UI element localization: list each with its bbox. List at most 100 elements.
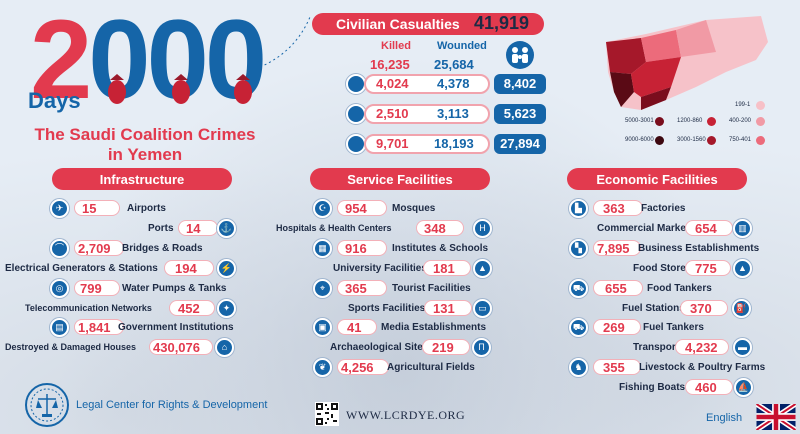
value-bar [164,260,214,276]
casualty-row-children [364,134,490,154]
value-bar [422,339,470,355]
generator-icon: ⚡ [217,259,236,278]
item-value: 219 [432,340,454,355]
organization-name: Legal Center for Rights & Development [76,399,268,411]
stadium-icon: ▭ [473,299,492,318]
children-total: 27,894 [494,134,546,154]
item-value: 365 [345,281,367,296]
value-bar [337,359,389,375]
bus-icon: ▬ [733,338,752,357]
item-label: Fuel Tankers [643,322,704,333]
list-item: ▙ 363 Factories [569,199,754,218]
days-label: Days [28,88,81,113]
value-bar [593,200,643,216]
item-value: 7,895 [597,241,630,256]
livestock-icon: ♞ [569,358,588,377]
bomb-icon [234,74,252,104]
list-item: Fuel Stations 370 ⛽ [622,299,757,318]
item-value: 194 [175,261,197,276]
list-item: ⛟ 269 Fuel Tankers [569,318,754,337]
item-value: 15 [82,201,97,216]
value-bar [337,240,387,256]
item-value: 954 [345,201,367,216]
item-value: 131 [433,301,455,316]
item-value: 2,709 [78,241,111,256]
value-bar [337,280,387,296]
men-wounded: 4,378 [437,76,470,91]
hospital-icon: H [473,219,492,238]
women-wounded: 3,113 [437,106,469,121]
value-bar [593,240,641,256]
legend-item: 3000-1560 [677,137,706,143]
item-value: 269 [603,320,625,335]
house-icon: ⌂ [215,338,234,357]
child-icon [346,134,366,154]
value-bar [685,379,733,395]
bomb-icon [108,74,126,104]
item-value: 430,076 [153,340,200,355]
fuel-station-icon: ⛽ [732,299,751,318]
item-label: Business Establishments [638,243,760,254]
item-value: 181 [433,261,455,276]
list-item: ▦ 916 Institutes & Schools [313,239,493,258]
legend-item: 199-1 [735,102,751,108]
list-item: Electrical Generators & Stations 194 ⚡ [5,259,240,278]
item-label: Destroyed & Damaged Houses [5,342,137,352]
website-link[interactable]: WWW.LCRDYE.ORG [346,408,466,422]
value-bar [74,200,120,216]
value-bar [74,319,124,335]
value-bar [685,260,731,276]
uk-flag-icon[interactable] [756,404,796,430]
casualties-total: 41,919 [474,13,530,33]
legend-item: 400-200 [729,118,752,124]
list-item: Sports Facilities 131 ▭ [348,299,493,318]
list-item: Hospitals & Health Centers 348 H [276,219,492,238]
item-value: 916 [345,241,367,256]
archaeological-site-icon: Π [472,338,491,357]
list-item: Food Stores 775 ▲ [633,259,757,278]
bridge-icon: ⌒ [50,239,69,258]
women-total: 5,623 [494,104,546,124]
factory-icon: ▙ [569,199,588,218]
list-item: ⌒ 2,709 Bridges & Roads [50,239,240,258]
legend-swatch [756,101,765,110]
list-item: ▣ 41 Media Establishments [313,318,493,337]
mosque-icon: ☪ [313,199,332,218]
list-item: ▚ 7,895 Business Establishments [569,239,759,258]
item-label: Bridges & Roads [122,243,203,254]
wounded-total: 25,684 [434,57,474,72]
item-value: 1,841 [78,320,111,335]
children-wounded: 18,193 [434,136,474,151]
item-label: Hospitals & Health Centers [276,223,392,233]
page-subtitle: The Saudi Coalition Crimes in Yemen [20,125,270,165]
language-label[interactable]: English [706,412,743,424]
item-label: Tourist Facilities [392,283,471,294]
men-total: 8,402 [494,74,546,94]
list-item: ◎ 799 Water Pumps & Tanks [50,279,240,298]
item-value: 348 [424,221,446,236]
boat-icon: ⛵ [734,378,753,397]
days-count-digit-2: 2 [30,0,92,122]
list-item: Fishing Boats 460 ⛵ [619,378,759,397]
item-label: Factories [641,203,686,214]
legend-swatch [707,136,716,145]
item-value: 655 [605,281,627,296]
item-label: Institutes & Schools [392,243,489,254]
organization-logo-icon [25,383,69,427]
item-value: 370 [690,301,712,316]
item-label: Transports [633,342,685,353]
list-item: University Facilities 181 ▲ [333,259,493,278]
casualties-heading-text: Civilian Casualties [336,16,460,32]
value-bar [74,280,120,296]
list-item: Commercial Markets 654 ▥ [597,219,757,238]
item-value: 14 [186,221,201,236]
subtitle-line-1: The Saudi Coalition Crimes [34,125,256,144]
legend-swatch [756,136,765,145]
value-bar [169,300,215,316]
item-label: Agricultural Fields [387,362,475,373]
list-item: Ports 14 ⚓ [50,219,240,238]
service-facilities-heading: Service Facilities [310,168,490,190]
men-killed: 4,024 [376,76,409,91]
item-value: 799 [80,281,102,296]
value-bar [593,319,641,335]
